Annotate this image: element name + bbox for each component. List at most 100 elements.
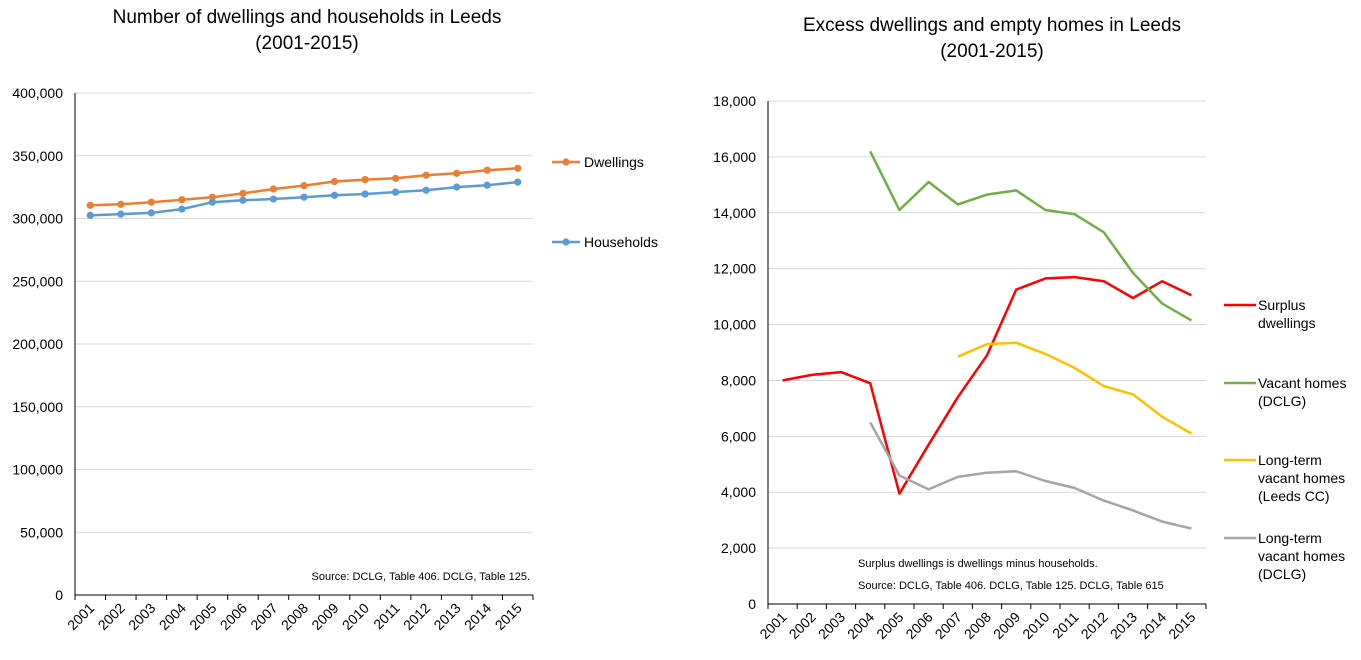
- left-x-tick-label: 2012: [400, 600, 433, 633]
- left-data-point: [422, 186, 430, 194]
- left-data-point: [300, 193, 308, 201]
- left-data-point: [392, 174, 400, 182]
- left-data-point: [483, 166, 491, 174]
- right-legend-label: (DCLG): [1258, 566, 1306, 582]
- left-y-tick-label: 250,000: [12, 273, 63, 289]
- right-y-tick-label: 0: [748, 596, 756, 612]
- right-series-line: [782, 275, 1192, 495]
- left-legend-marker: [562, 238, 570, 246]
- right-y-tick-label: 8,000: [721, 372, 756, 388]
- left-x-tick-label: 2007: [247, 600, 280, 633]
- right-legend-label: (Leeds CC): [1258, 488, 1330, 504]
- right-x-tick-label: 2015: [1165, 609, 1198, 642]
- right-chart-note: Source: DCLG, Table 406. DCLG, Table 125…: [858, 580, 1164, 592]
- left-x-tick-label: 2006: [217, 600, 250, 633]
- left-x-tick-label: 2003: [125, 600, 158, 633]
- right-y-tick-label: 6,000: [721, 428, 756, 444]
- right-x-tick-label: 2011: [1049, 609, 1082, 642]
- right-y-tick-label: 4,000: [721, 484, 756, 500]
- left-y-tick-label: 150,000: [12, 399, 63, 415]
- right-y-tick-label: 10,000: [713, 317, 756, 333]
- left-y-tick-label: 100,000: [12, 462, 63, 478]
- left-data-point: [269, 185, 278, 193]
- right-x-tick-label: 2012: [1078, 609, 1111, 642]
- left-data-point: [269, 195, 278, 203]
- left-y-tick-label: 200,000: [12, 336, 63, 352]
- left-data-point: [178, 205, 186, 213]
- right-x-tick-label: 2001: [756, 609, 789, 642]
- right-x-tick-label: 2008: [961, 609, 994, 642]
- right-chart: Excess dwellings and empty homes in Leed…: [713, 15, 1346, 642]
- right-x-tick-label: 2009: [990, 609, 1023, 642]
- left-chart: Number of dwellings and households in Le…: [12, 7, 658, 633]
- left-x-tick-label: 2011: [370, 600, 403, 633]
- right-x-tick-label: 2007: [932, 609, 965, 642]
- right-legend-label: Long-term: [1258, 452, 1322, 468]
- left-chart-title-line: (2001-2015): [255, 33, 359, 54]
- right-x-tick-label: 2004: [844, 609, 877, 642]
- left-data-point: [86, 201, 94, 209]
- left-x-tick-label: 2015: [492, 600, 525, 633]
- right-chart-title-line: (2001-2015): [940, 41, 1044, 62]
- left-x-tick-label: 2004: [156, 600, 189, 633]
- left-data-point: [117, 210, 125, 218]
- left-data-point: [208, 198, 216, 206]
- right-series-line: [869, 421, 1192, 530]
- left-data-point: [483, 181, 491, 189]
- left-data-point: [514, 178, 522, 186]
- left-data-point: [208, 193, 216, 201]
- right-y-tick-label: 18,000: [713, 93, 756, 109]
- left-x-tick-label: 2009: [308, 600, 341, 633]
- left-y-tick-label: 50,000: [20, 524, 63, 540]
- left-x-tick-label: 2010: [339, 600, 372, 633]
- left-x-tick-label: 2008: [278, 600, 311, 633]
- left-data-point: [117, 200, 125, 208]
- left-legend-label: Households: [584, 234, 658, 250]
- left-data-point: [453, 169, 461, 177]
- left-data-point: [147, 209, 155, 217]
- left-data-point: [330, 177, 339, 186]
- left-y-tick-label: 0: [55, 587, 63, 603]
- right-legend-label: (DCLG): [1258, 393, 1306, 409]
- right-legend-label: dwellings: [1258, 315, 1316, 331]
- right-y-tick-label: 2,000: [721, 540, 756, 556]
- right-legend-label: Long-term: [1258, 530, 1322, 546]
- left-data-point: [86, 211, 94, 219]
- right-legend-label: Vacant homes: [1258, 375, 1346, 391]
- right-y-tick-label: 12,000: [713, 261, 756, 277]
- left-data-point: [422, 171, 430, 179]
- left-chart-note: Source: DCLG, Table 406. DCLG, Table 125…: [312, 571, 531, 583]
- right-series-line: [957, 341, 1193, 435]
- left-data-point: [453, 183, 461, 191]
- left-data-point: [239, 196, 247, 204]
- left-data-point: [514, 164, 522, 172]
- right-chart-title-line: Excess dwellings and empty homes in Leed…: [803, 15, 1181, 36]
- left-y-tick-label: 400,000: [12, 85, 63, 101]
- right-x-tick-label: 2014: [1136, 609, 1169, 642]
- left-data-point: [361, 190, 369, 198]
- left-x-tick-label: 2002: [95, 600, 128, 633]
- left-x-tick-label: 2001: [64, 600, 97, 633]
- right-legend-label: vacant homes: [1258, 470, 1345, 486]
- left-x-tick-label: 2014: [461, 600, 494, 633]
- left-y-tick-label: 300,000: [12, 211, 63, 227]
- right-x-tick-label: 2005: [873, 609, 906, 642]
- left-data-point: [361, 175, 369, 184]
- left-x-tick-label: 2013: [430, 600, 463, 633]
- right-chart-note: Surplus dwellings is dwellings minus hou…: [858, 558, 1098, 570]
- right-x-tick-label: 2003: [815, 609, 848, 642]
- left-data-point: [147, 198, 155, 206]
- left-chart-title-line: Number of dwellings and households in Le…: [113, 7, 502, 28]
- left-data-point: [178, 196, 186, 204]
- right-x-tick-label: 2002: [786, 609, 819, 642]
- left-data-point: [300, 182, 308, 190]
- left-y-tick-label: 350,000: [12, 148, 63, 164]
- right-y-tick-label: 14,000: [713, 205, 756, 221]
- right-x-tick-label: 2013: [1107, 609, 1140, 642]
- right-legend-label: Surplus: [1258, 297, 1305, 313]
- left-data-point: [330, 191, 339, 199]
- right-series-line: [869, 150, 1193, 322]
- left-data-point: [392, 188, 400, 196]
